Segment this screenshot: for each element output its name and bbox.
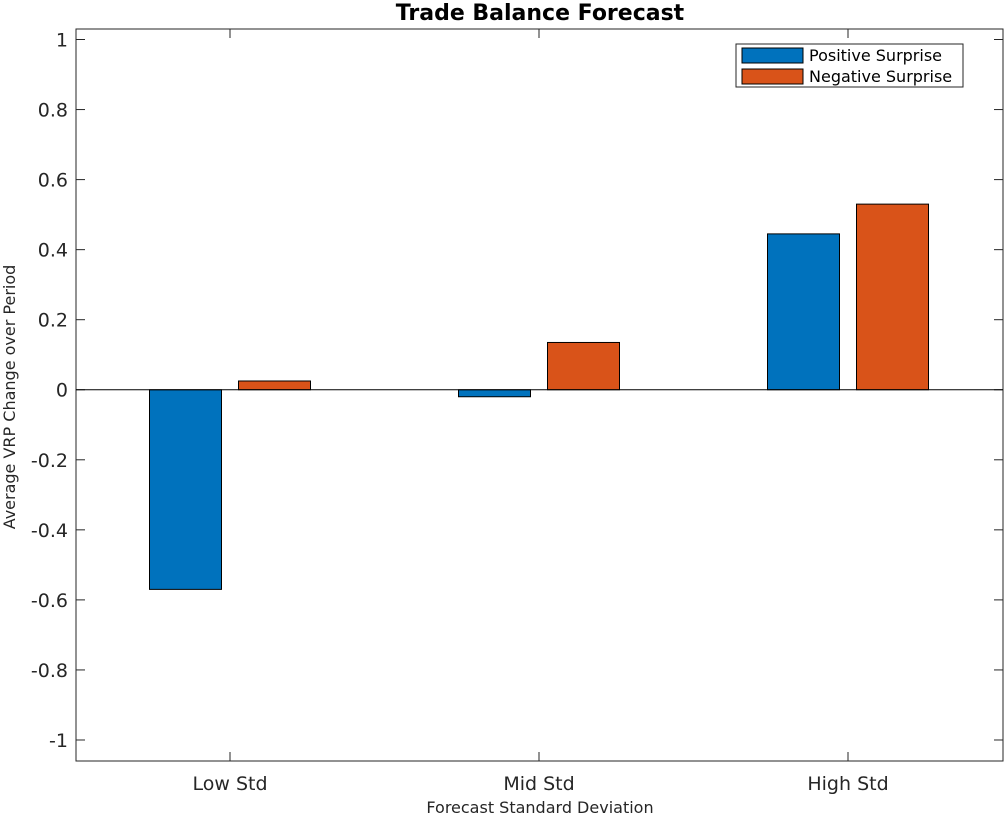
x-tick-label: High Std	[807, 773, 888, 795]
y-tick-label: 1	[56, 30, 68, 52]
y-tick-label: 0	[56, 380, 68, 402]
x-tick-label: Mid Std	[503, 773, 574, 795]
plot-area	[75, 28, 1004, 762]
y-tick-label: 0.8	[38, 100, 68, 122]
bar-positive-surprise-mid-std	[458, 389, 531, 398]
y-tick-label: -0.6	[31, 590, 68, 612]
y-tick-label: 0.6	[38, 170, 68, 192]
legend-label-positive-surprise: Positive Surprise	[809, 46, 942, 65]
legend: Positive Surprise Negative Surprise	[735, 43, 964, 88]
bar-negative-surprise-mid-std	[547, 341, 620, 391]
y-tick-label: 0.4	[38, 240, 68, 262]
y-axis-label: Average VRP Change over Period	[0, 265, 19, 530]
bar-positive-surprise-high-std	[767, 233, 840, 391]
bar-positive-surprise-low-std	[149, 389, 222, 590]
legend-swatch-negative-surprise	[741, 68, 804, 85]
y-tick-label: -0.8	[31, 660, 68, 682]
chart-title: Trade Balance Forecast	[396, 1, 685, 26]
legend-label-negative-surprise: Negative Surprise	[809, 67, 952, 86]
bar-negative-surprise-high-std	[856, 203, 929, 391]
x-axis-ticks: Low Std Mid Std High Std	[192, 29, 889, 795]
legend-swatch-positive-surprise	[741, 47, 804, 64]
bars	[149, 203, 929, 590]
y-tick-label: -0.2	[31, 450, 68, 472]
x-tick-label: Low Std	[192, 773, 267, 795]
bar-negative-surprise-low-std	[238, 380, 311, 391]
y-tick-label: -1	[49, 730, 68, 752]
y-tick-label: -0.4	[31, 520, 68, 542]
x-axis-label: Forecast Standard Deviation	[426, 798, 653, 817]
y-tick-label: 0.2	[38, 310, 68, 332]
